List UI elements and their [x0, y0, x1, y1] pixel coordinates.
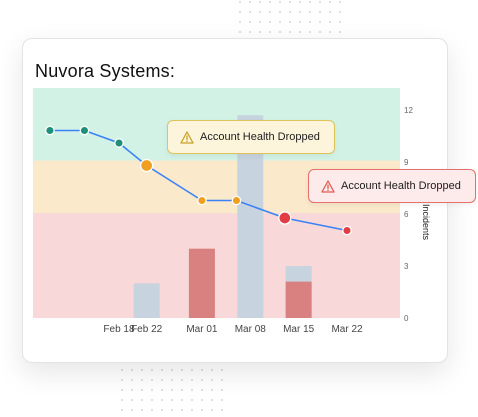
zone-low	[33, 213, 400, 318]
right-axis-tick-label: 3	[404, 262, 409, 271]
right-axis-tick-label: 9	[404, 158, 409, 167]
right-axis-tick-label: 12	[404, 106, 413, 115]
health-score-line	[45, 125, 352, 236]
warning-icon	[180, 130, 194, 144]
x-axis-tick-label: Mar 22	[331, 324, 363, 335]
right-axis-tick-label: 0	[404, 314, 409, 323]
incident-bar[interactable]	[133, 283, 160, 318]
health-point[interactable]	[197, 195, 207, 206]
health-card: Nuvora Systems: 0 3 6 9 12 Incidents Feb 18 F…	[22, 38, 476, 363]
dot-pattern-bottom-graphic	[120, 358, 230, 417]
callout-label: Account Health Dropped	[200, 131, 320, 143]
health-point[interactable]	[231, 195, 242, 206]
x-axis-tick-label: Mar 15	[283, 324, 315, 335]
right-axis-ticks: 0 3 6 9 12	[404, 106, 413, 323]
health-point[interactable]	[79, 125, 90, 136]
health-point[interactable]	[139, 158, 154, 173]
x-axis-tick-label: Mar 01	[186, 324, 218, 335]
card-title: Nuvora Systems:	[35, 61, 176, 81]
dot-pattern-bottom	[120, 358, 230, 417]
health-point[interactable]	[114, 138, 124, 148]
warning-icon	[321, 179, 335, 193]
x-axis-tick-label: Feb 18	[103, 324, 135, 335]
x-axis-tick-label: Mar 08	[235, 324, 267, 335]
health-alert-callout-1[interactable]: Account Health Dropped	[167, 120, 335, 154]
health-point[interactable]	[278, 211, 292, 225]
x-axis-tick-label: Feb 22	[131, 324, 163, 335]
incident-bar[interactable]	[188, 248, 215, 318]
callout-label: Account Health Dropped	[341, 180, 461, 192]
health-alert-callout-2[interactable]: Account Health Dropped	[308, 169, 476, 203]
incident-bar[interactable]	[285, 281, 312, 318]
health-line-path	[49, 129, 348, 232]
health-point[interactable]	[342, 225, 352, 236]
right-axis-label: Incidents	[421, 204, 431, 241]
right-axis-tick-label: 6	[404, 210, 409, 219]
health-point[interactable]	[45, 125, 55, 136]
